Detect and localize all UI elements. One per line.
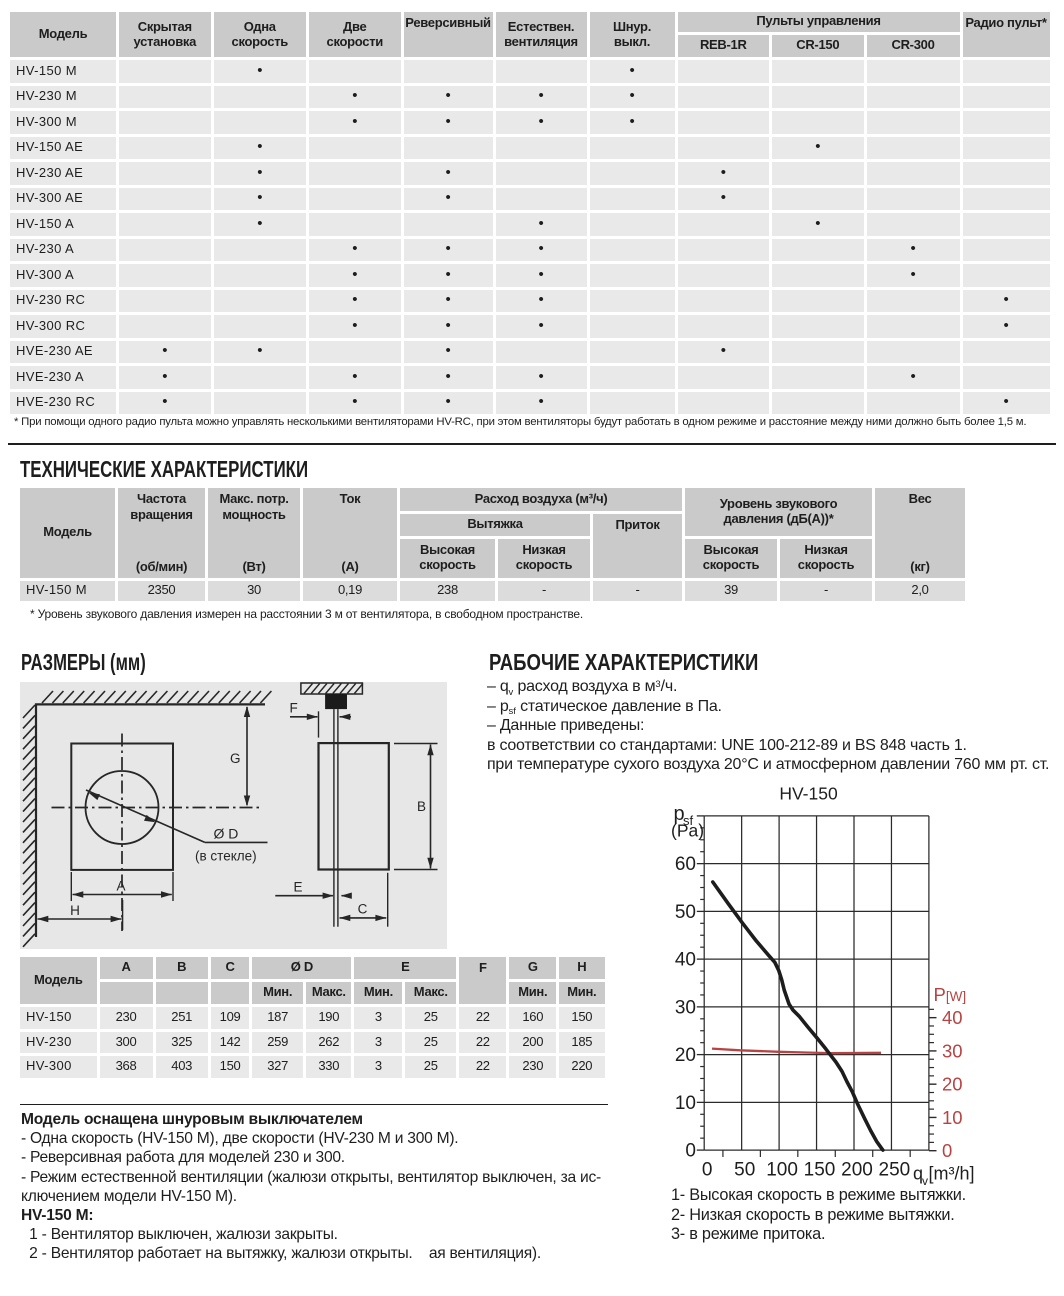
svg-text:H: H [70, 903, 80, 918]
svg-text:q: q [913, 1164, 923, 1184]
svg-text:(Pa): (Pa) [671, 821, 704, 841]
svg-text:sf: sf [683, 813, 694, 828]
svg-text:10: 10 [675, 1093, 696, 1114]
svg-text:40: 40 [675, 950, 696, 971]
svg-text:20: 20 [942, 1074, 963, 1095]
svg-text:B: B [417, 799, 426, 814]
svg-text:0: 0 [942, 1140, 952, 1161]
svg-text:50: 50 [734, 1160, 755, 1181]
svg-text:20: 20 [675, 1045, 696, 1066]
svg-text:v: v [922, 1174, 928, 1188]
svg-text:150: 150 [804, 1160, 836, 1181]
svg-text:G: G [230, 751, 241, 766]
svg-text:10: 10 [942, 1107, 963, 1128]
svg-text:P[W]: P[W] [934, 984, 967, 1005]
svg-text:0: 0 [702, 1160, 713, 1181]
svg-text:A: A [116, 879, 125, 894]
svg-text:Ø D: Ø D [214, 826, 239, 842]
svg-text:C: C [358, 902, 368, 917]
svg-text:40: 40 [942, 1007, 963, 1028]
svg-text:30: 30 [675, 997, 696, 1018]
svg-text:250: 250 [879, 1160, 911, 1181]
svg-text:200: 200 [841, 1160, 873, 1181]
svg-text:60: 60 [675, 854, 696, 875]
svg-text:p: p [674, 803, 685, 825]
svg-text:(в стекле): (в стекле) [195, 849, 257, 864]
svg-text:50: 50 [675, 902, 696, 923]
svg-text:HV-150: HV-150 [779, 784, 838, 804]
svg-text:E: E [293, 879, 302, 894]
svg-text:100: 100 [766, 1160, 798, 1181]
svg-text:0: 0 [685, 1141, 696, 1162]
svg-text:[m³/h]: [m³/h] [929, 1164, 975, 1184]
svg-text:F: F [290, 701, 298, 716]
svg-text:30: 30 [942, 1040, 963, 1061]
